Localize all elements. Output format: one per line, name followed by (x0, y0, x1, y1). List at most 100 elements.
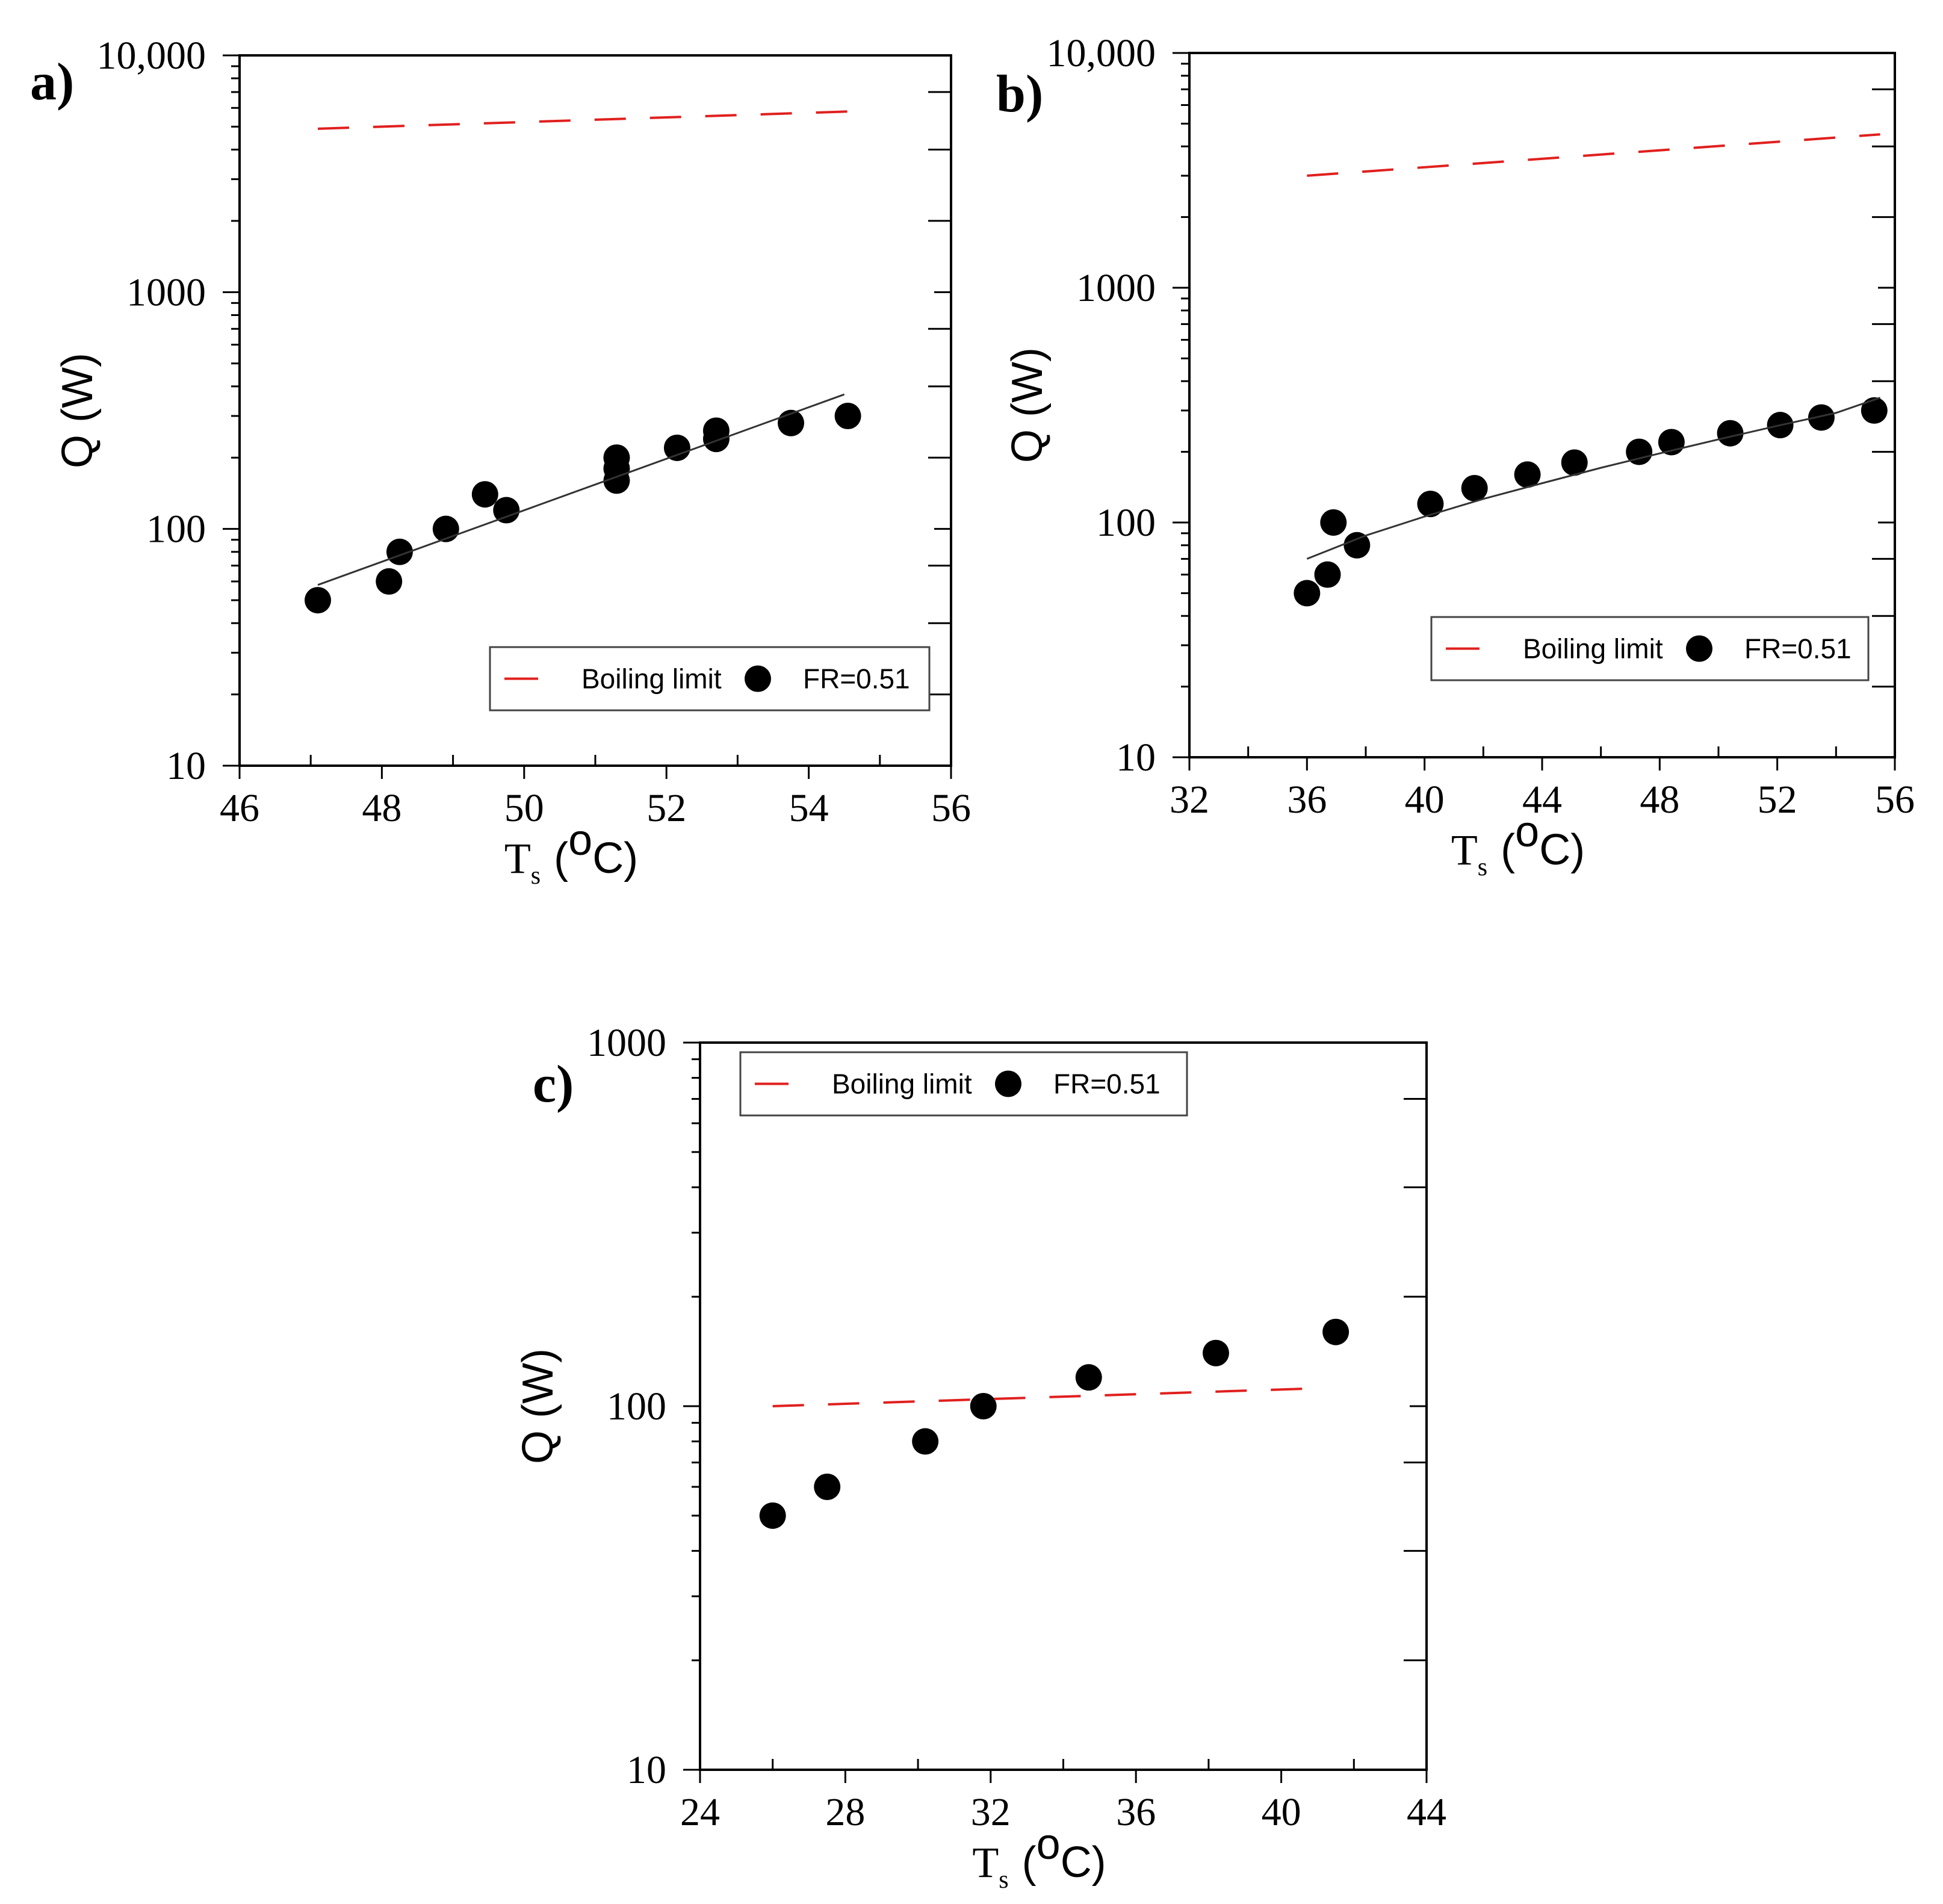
x-tick-label: 48 (362, 786, 401, 830)
x-tick-label: 36 (1116, 1790, 1156, 1834)
x-tick-label: 32 (971, 1790, 1011, 1834)
boiling-limit-line (317, 110, 852, 130)
x-axis-title-paren: ( (1501, 826, 1515, 874)
data-point (912, 1428, 939, 1455)
panel-label: a) (30, 53, 74, 111)
fit-line (317, 393, 845, 586)
data-point (1861, 397, 1888, 424)
legend-box (739, 1051, 1188, 1117)
x-axis-title-sub: s (999, 1866, 1008, 1894)
y-tick-label: 10 (627, 1748, 666, 1792)
x-axis-title-main: T (504, 834, 531, 882)
panel-label: c) (533, 1055, 574, 1114)
x-tick-label: 32 (1170, 778, 1209, 822)
legend-box (489, 646, 931, 712)
y-tick-label: 100 (607, 1385, 666, 1428)
data-point (1322, 1318, 1350, 1345)
x-tick-label: 54 (789, 786, 829, 830)
x-tick-label: 48 (1640, 778, 1679, 822)
x-axis-title-main: T (972, 1838, 999, 1887)
legend-marker-swatch (995, 1070, 1021, 1097)
data-point (471, 481, 498, 508)
legend-marker-label: FR=0.51 (1744, 633, 1852, 665)
panel-c: 24 28 32 36 40 44 10 100 1000 Q (W) Ts (oC) c) Boilin… (514, 1021, 1446, 1894)
y-tick-label: 1000 (1076, 266, 1156, 310)
x-tick-label: 40 (1262, 1790, 1301, 1834)
y-tick-label: 100 (146, 507, 206, 551)
boiling-limit-line (772, 1387, 1318, 1407)
data-point (1320, 509, 1347, 536)
legend-marker-label: FR=0.51 (803, 663, 910, 695)
y-tick-label: 10 (1116, 736, 1156, 780)
y-tick-label: 10 (166, 744, 206, 788)
y-axis-title: Q (W) (514, 1348, 562, 1464)
x-tick-label: 24 (680, 1790, 720, 1834)
data-point (1417, 491, 1444, 518)
x-axis-title: Ts (oC) (1451, 808, 1585, 881)
x-axis-title-unit: C) (1061, 1838, 1106, 1887)
data-point (702, 426, 730, 453)
data-point (1514, 461, 1541, 488)
boiling-limit-line (1307, 133, 1880, 177)
x-axis-title: Ts (oC) (972, 1820, 1106, 1894)
y-tick-label: 10,000 (1047, 31, 1156, 75)
x-axis-title-sup: o (568, 816, 592, 864)
y-axis-title: Q (W) (54, 353, 102, 468)
data-point (1717, 420, 1744, 447)
legend-box (1430, 616, 1870, 681)
x-axis-title-sub: s (1478, 854, 1487, 881)
y-axis-title: Q (W) (1003, 347, 1052, 463)
x-axis-title-paren: ( (554, 834, 568, 882)
x-axis-title-unit: C) (1539, 826, 1585, 874)
x-tick-label: 56 (1875, 778, 1915, 822)
x-tick-label: 28 (825, 1790, 865, 1834)
x-axis-title-unit: C) (592, 834, 638, 882)
x-axis-title: Ts (oC) (504, 816, 638, 890)
data-point (1626, 438, 1653, 465)
x-axis-title-sup: o (1515, 808, 1539, 856)
x-axis-title-sup: o (1037, 1820, 1061, 1868)
legend-boiling-label: Boiling limit (832, 1068, 972, 1100)
data-point (1294, 580, 1321, 607)
x-tick-label: 40 (1405, 778, 1445, 822)
x-axis-title-sub: s (531, 862, 541, 890)
panel-b: 32 36 40 44 48 52 56 10 100 1000 10,000 Q (W) Ts (oC)… (996, 31, 1915, 881)
data-point (305, 587, 332, 614)
plot-frame (699, 1041, 1428, 1771)
data-point (759, 1502, 786, 1529)
legend-boiling-label: Boiling limit (581, 663, 722, 695)
legend-boiling-label: Boiling limit (1523, 633, 1663, 665)
x-tick-label: 44 (1522, 778, 1562, 822)
x-axis-title-main: T (1451, 826, 1478, 874)
y-tick-label: 10,000 (97, 34, 206, 78)
panel-label: b) (996, 65, 1043, 123)
x-tick-label: 52 (646, 786, 686, 830)
y-tick-label: 1000 (126, 270, 206, 314)
x-tick-label: 52 (1758, 778, 1797, 822)
data-point (970, 1393, 997, 1419)
panel-a: 46 48 50 52 54 56 10 100 1000 10,000 Q (W) Ts (oC) a)… (30, 34, 971, 890)
data-point (1314, 561, 1341, 588)
data-point (834, 402, 861, 429)
legend-marker-swatch (1686, 635, 1712, 662)
data-point (376, 568, 403, 595)
legend-marker-swatch (745, 665, 771, 692)
data-point (1343, 532, 1371, 559)
data-point (1808, 404, 1835, 431)
data-point (1075, 1364, 1102, 1391)
x-tick-label: 44 (1407, 1790, 1446, 1834)
data-point (814, 1473, 841, 1500)
data-point (663, 434, 690, 461)
x-tick-label: 50 (504, 786, 544, 830)
x-tick-label: 36 (1287, 778, 1327, 822)
x-tick-label: 46 (220, 786, 259, 830)
data-point (1461, 475, 1488, 502)
data-point (493, 497, 520, 524)
legend-marker-label: FR=0.51 (1053, 1068, 1161, 1100)
y-tick-label: 1000 (587, 1021, 666, 1065)
x-tick-label: 56 (931, 786, 971, 830)
x-axis-title-paren: ( (1022, 1838, 1037, 1887)
y-tick-label: 100 (1096, 501, 1156, 545)
data-point (1202, 1339, 1229, 1366)
